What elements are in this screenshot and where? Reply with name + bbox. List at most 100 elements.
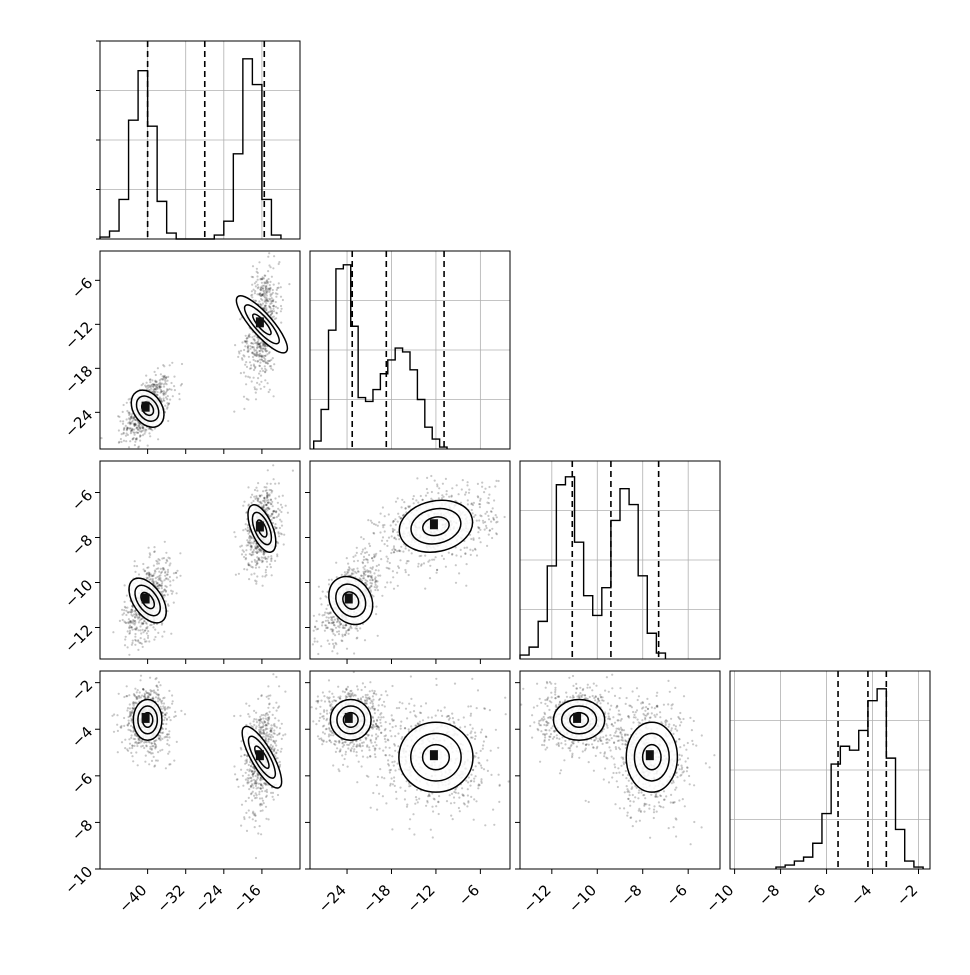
scatter-point <box>140 675 142 677</box>
scatter-point <box>277 794 279 796</box>
scatter-point <box>149 385 151 387</box>
scatter-point <box>258 373 260 375</box>
scatter-point <box>172 590 174 592</box>
scatter-point <box>168 605 170 607</box>
scatter-point <box>134 639 136 641</box>
scatter-point <box>135 431 137 433</box>
scatter-point <box>123 432 125 434</box>
scatter-point <box>128 398 130 400</box>
scatter-point <box>394 537 396 539</box>
scatter-point <box>384 515 386 517</box>
scatter-point <box>343 627 345 629</box>
scatter-point <box>156 561 158 563</box>
scatter-point <box>406 560 408 562</box>
scatter-point <box>446 490 448 492</box>
scatter-point <box>155 739 157 741</box>
scatter-point <box>164 717 166 719</box>
scatter-point <box>396 550 398 552</box>
scatter-point <box>124 584 126 586</box>
scatter-point <box>246 530 248 532</box>
scatter-point <box>258 343 260 345</box>
scatter-point <box>117 730 119 732</box>
scatter-point <box>129 423 131 425</box>
scatter-point <box>254 360 256 362</box>
scatter-point <box>167 557 169 559</box>
scatter-point <box>264 358 266 360</box>
scatter-point <box>262 276 264 278</box>
scatter-point <box>256 382 258 384</box>
scatter-point <box>168 744 170 746</box>
scatter-point <box>155 678 157 680</box>
scatter-point <box>252 787 254 789</box>
scatter-point <box>482 522 484 524</box>
scatter-point <box>128 720 130 722</box>
scatter-point <box>407 505 409 507</box>
scatter-point <box>160 378 162 380</box>
scatter-point <box>265 362 267 364</box>
scatter-point <box>157 686 159 688</box>
scatter-point <box>242 529 244 531</box>
scatter-point <box>368 554 370 556</box>
scatter-point <box>378 564 380 566</box>
scatter-point <box>264 299 266 301</box>
scatter-point <box>246 539 248 541</box>
scatter-point <box>247 527 249 529</box>
scatter-point <box>373 554 375 556</box>
scatter-point <box>239 715 241 717</box>
scatter-point <box>134 628 136 630</box>
scatter-point <box>493 499 495 501</box>
scatter-point <box>331 650 333 652</box>
scatter-point <box>272 707 274 709</box>
scatter-point <box>271 276 273 278</box>
scatter-point <box>131 642 133 644</box>
scatter-point <box>348 569 350 571</box>
scatter-point <box>271 574 273 576</box>
scatter-point <box>483 491 485 493</box>
scatter-point <box>270 489 272 491</box>
scatter-point <box>251 342 253 344</box>
scatter-point <box>267 494 269 496</box>
scatter-point <box>366 551 368 553</box>
scatter-point <box>261 299 263 301</box>
scatter-point <box>262 347 264 349</box>
scatter-point <box>158 694 160 696</box>
scatter-point <box>129 707 131 709</box>
scatter-point <box>389 562 391 564</box>
scatter-point <box>176 576 178 578</box>
scatter-point <box>164 541 166 543</box>
scatter-point <box>336 631 338 633</box>
scatter-point <box>125 610 127 612</box>
scatter-point <box>167 739 169 741</box>
scatter-point <box>356 637 358 639</box>
scatter-point <box>260 375 262 377</box>
scatter-point <box>145 690 147 692</box>
scatter-point <box>273 363 275 365</box>
scatter-point <box>127 621 129 623</box>
scatter-point <box>255 487 257 489</box>
scatter-point <box>154 388 156 390</box>
scatter-point <box>116 714 118 716</box>
scatter-point <box>248 788 250 790</box>
scatter-point <box>259 495 261 497</box>
scatter-point <box>486 527 488 529</box>
scatter-point <box>134 610 136 612</box>
scatter-point <box>130 609 132 611</box>
scatter-point <box>265 292 267 294</box>
scatter-point <box>278 495 280 497</box>
scatter-point <box>156 563 158 565</box>
scatter-point <box>464 494 466 496</box>
scatter-point <box>325 595 327 597</box>
scatter-point <box>397 565 399 567</box>
scatter-point <box>356 628 358 630</box>
scatter-point <box>460 549 462 551</box>
scatter-point <box>278 263 280 265</box>
scatter-point <box>139 642 141 644</box>
scatter-point <box>233 765 235 767</box>
scatter-point <box>256 556 258 558</box>
scatter-point <box>126 402 128 404</box>
scatter-point <box>167 571 169 573</box>
scatter-point <box>357 630 359 632</box>
scatter-point <box>261 556 263 558</box>
scatter-point <box>474 548 476 550</box>
